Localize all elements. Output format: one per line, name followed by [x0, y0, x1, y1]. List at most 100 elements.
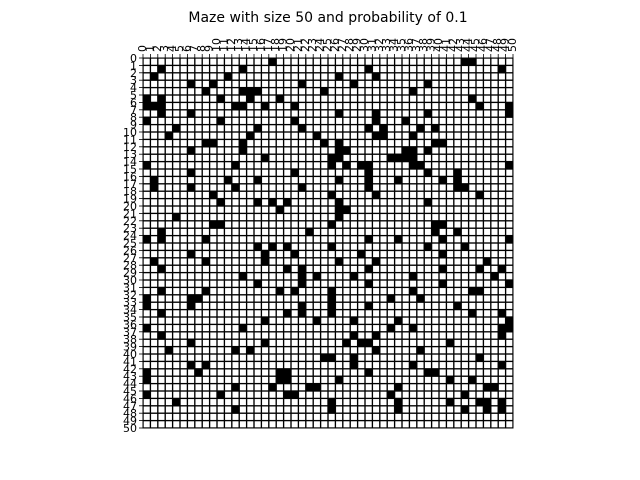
wall-cell — [231, 102, 240, 110]
open-cell — [306, 73, 313, 80]
wall-cell — [424, 109, 432, 118]
wall-cell — [468, 58, 476, 66]
open-cell — [143, 169, 150, 176]
open-cell — [276, 169, 283, 176]
open-cell — [380, 66, 387, 73]
open-cell — [454, 325, 461, 332]
open-cell — [506, 214, 513, 221]
open-cell — [173, 288, 180, 295]
x-tick-label: 27 — [336, 38, 349, 52]
open-cell — [180, 88, 187, 95]
open-cell — [284, 80, 291, 87]
open-cell — [313, 80, 320, 87]
open-cell — [343, 376, 350, 383]
open-cell — [284, 147, 291, 154]
open-cell — [350, 103, 357, 110]
open-cell — [506, 376, 513, 383]
open-cell — [350, 236, 357, 243]
open-cell — [343, 73, 350, 80]
open-cell — [306, 191, 313, 198]
open-cell — [498, 125, 505, 132]
y-tick-label: 7 — [130, 104, 137, 117]
open-cell — [225, 162, 232, 169]
y-tick-label: 12 — [123, 141, 137, 154]
open-cell — [254, 413, 261, 420]
wall-cell — [239, 272, 247, 280]
open-cell — [291, 376, 298, 383]
open-cell — [276, 58, 283, 65]
open-cell — [476, 80, 483, 87]
open-cell — [417, 265, 424, 272]
open-cell — [143, 354, 150, 361]
wall-cell — [209, 191, 217, 199]
wall-cell — [187, 361, 195, 369]
wall-cell — [298, 302, 306, 310]
open-cell — [373, 421, 380, 428]
open-cell — [358, 273, 365, 280]
wall-cell — [439, 176, 447, 184]
wall-cell — [276, 95, 284, 103]
open-cell — [225, 399, 232, 406]
open-cell — [158, 362, 165, 369]
open-cell — [402, 125, 409, 132]
open-cell — [424, 384, 431, 391]
open-cell — [402, 302, 409, 309]
open-cell — [387, 369, 394, 376]
open-cell — [402, 347, 409, 354]
open-cell — [336, 273, 343, 280]
open-cell — [461, 95, 468, 102]
open-cell — [439, 347, 446, 354]
open-cell — [498, 273, 505, 280]
open-cell — [439, 258, 446, 265]
wall-cell — [217, 198, 225, 206]
open-cell — [195, 317, 202, 324]
open-cell — [165, 103, 172, 110]
open-cell — [262, 177, 269, 184]
open-cell — [484, 73, 491, 80]
open-cell — [299, 132, 306, 139]
open-cell — [365, 58, 372, 65]
wall-cell — [172, 398, 180, 406]
open-cell — [188, 206, 195, 213]
open-cell — [173, 73, 180, 80]
open-cell — [232, 73, 239, 80]
open-cell — [225, 288, 232, 295]
wall-cell — [239, 102, 247, 110]
wall-cell — [335, 72, 343, 81]
open-cell — [306, 288, 313, 295]
y-tick-label: 45 — [123, 385, 137, 398]
open-cell — [173, 347, 180, 354]
wall-cell — [224, 72, 232, 81]
plot-area — [142, 57, 514, 429]
open-cell — [387, 354, 394, 361]
open-cell — [262, 288, 269, 295]
open-cell — [380, 58, 387, 65]
open-cell — [276, 362, 283, 369]
open-cell — [410, 354, 417, 361]
open-cell — [350, 325, 357, 332]
open-cell — [321, 295, 328, 302]
open-cell — [276, 191, 283, 198]
open-cell — [188, 310, 195, 317]
open-cell — [262, 66, 269, 73]
open-cell — [365, 310, 372, 317]
open-cell — [151, 399, 158, 406]
open-cell — [469, 265, 476, 272]
open-cell — [269, 214, 276, 221]
open-cell — [328, 317, 335, 324]
open-cell — [395, 73, 402, 80]
open-cell — [454, 317, 461, 324]
y-tick-label: 19 — [123, 193, 137, 206]
wall-cell — [276, 287, 284, 295]
open-cell — [180, 406, 187, 413]
wall-cell — [416, 346, 425, 354]
open-cell — [217, 413, 224, 420]
open-cell — [350, 228, 357, 235]
open-cell — [225, 325, 232, 332]
wall-cell — [476, 287, 484, 295]
open-cell — [350, 384, 357, 391]
wall-cell — [342, 206, 351, 214]
open-cell — [269, 325, 276, 332]
open-cell — [491, 80, 498, 87]
open-cell — [262, 58, 269, 65]
